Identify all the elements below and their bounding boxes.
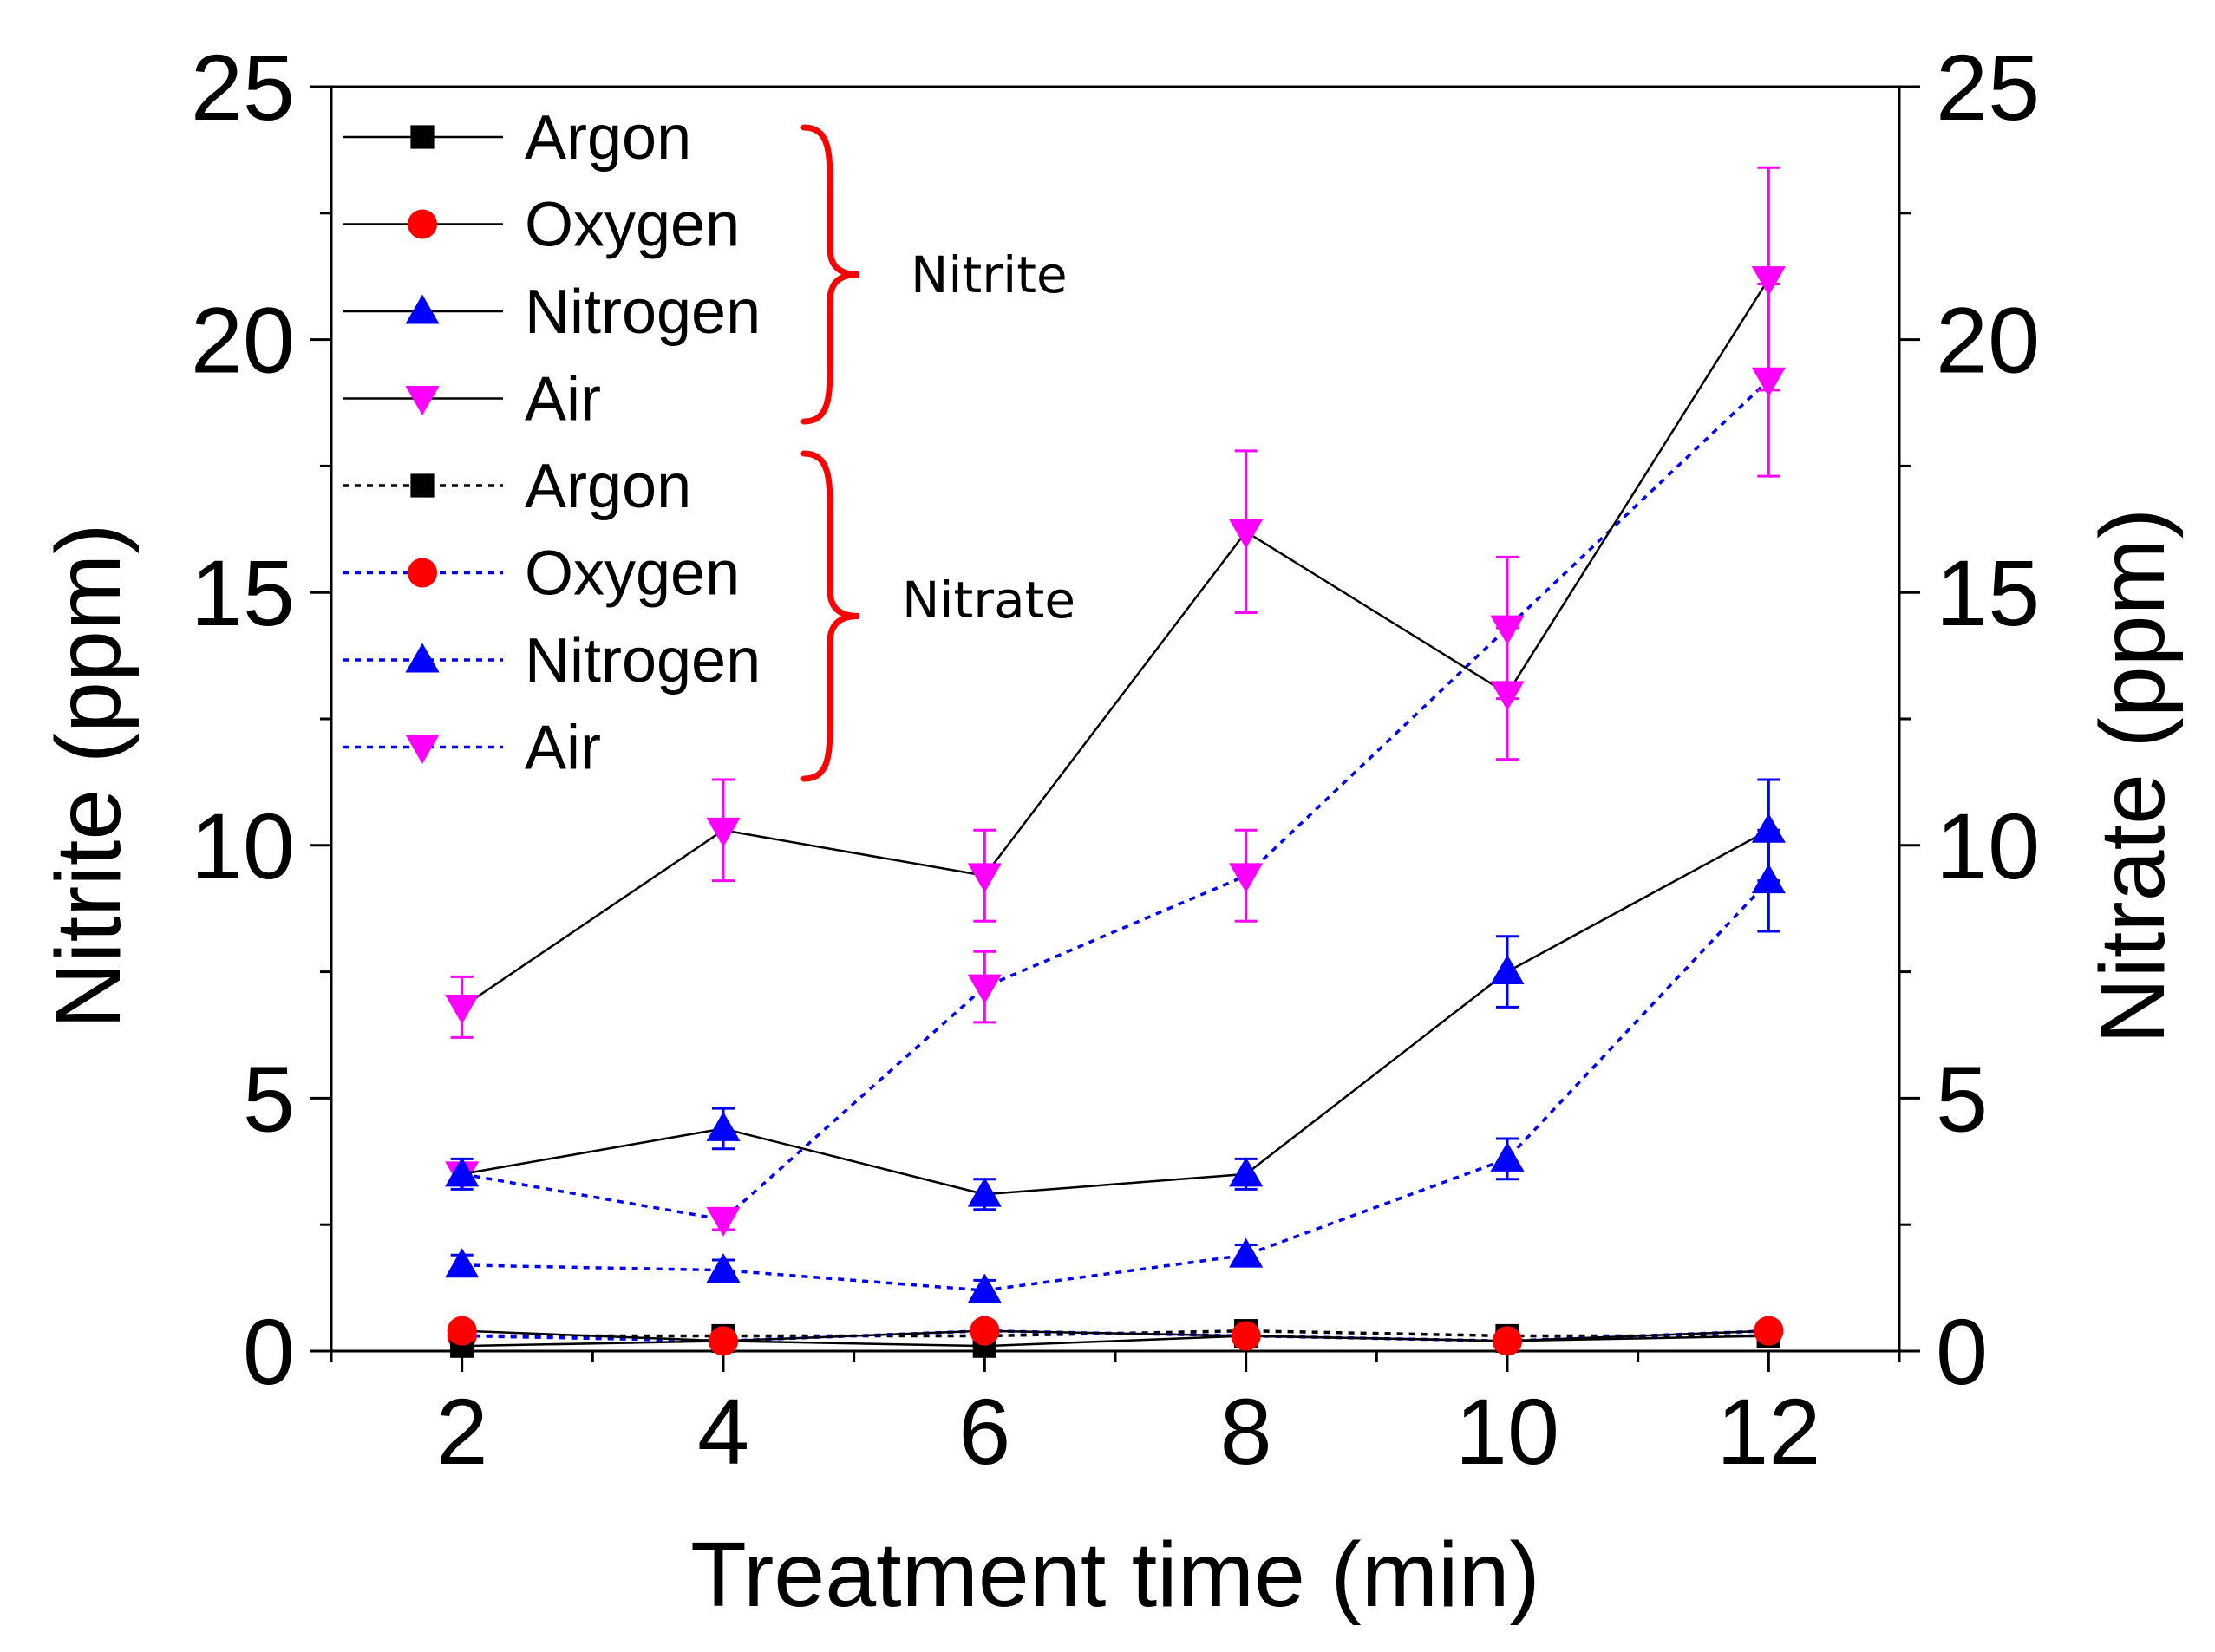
data-point <box>1229 519 1264 549</box>
x-tick-label: 6 <box>958 1379 1010 1484</box>
data-point <box>709 1326 738 1356</box>
series-nitrate-nitrogen <box>445 828 1786 1303</box>
y-right-tick-label: 25 <box>1936 35 2040 140</box>
series-line <box>461 278 1770 1009</box>
legend-marker <box>405 735 440 765</box>
legend-group-label-nitrate: Nitrate <box>902 571 1075 630</box>
legend-brace-nitrite <box>800 124 859 425</box>
legend-marker <box>408 209 437 239</box>
data-point <box>967 1177 1002 1207</box>
legend-label: Oxygen <box>525 191 740 260</box>
data-point <box>1751 266 1786 297</box>
legend-marker <box>405 294 440 324</box>
legend-label: Nitrogen <box>525 278 761 347</box>
legend-marker <box>408 558 437 588</box>
y-axis-title-left: Nitrite (ppm) <box>37 523 140 1028</box>
data-point <box>1229 1237 1264 1268</box>
series-line <box>461 1329 1769 1342</box>
x-tick-label: 8 <box>1220 1379 1272 1484</box>
data-point <box>967 974 1002 1004</box>
data-point <box>706 1111 741 1141</box>
series-nitrate-air <box>445 282 1786 1237</box>
y-right-tick-label: 0 <box>1936 1299 1988 1404</box>
series-line <box>461 378 1770 1222</box>
legend-marker <box>410 473 435 498</box>
data-point <box>967 1273 1002 1303</box>
legend-marker <box>405 386 440 416</box>
legend-label: Nitrogen <box>525 626 761 695</box>
data-point <box>1490 955 1525 985</box>
data-point <box>1493 1326 1522 1356</box>
legend: Argon Oxygen Nitrogen Air Argon Oxygen Nitroge… <box>343 103 859 783</box>
series-layer <box>445 166 1786 1358</box>
legend-marker <box>410 125 435 149</box>
y-left-tick-label: 10 <box>191 793 295 898</box>
data-point <box>1229 863 1264 893</box>
data-point <box>1229 1157 1264 1187</box>
series-line <box>461 829 1769 1196</box>
axis-ticks: 2 4 6 8 10 12 0 0 5 5 10 10 15 15 20 20 25 25 <box>191 35 2040 1484</box>
legend-label: Air <box>525 365 601 434</box>
y-axis-title-right: Nitrate (ppm) <box>2081 508 2184 1044</box>
x-axis-title: Treatment time (min) <box>690 1524 1540 1626</box>
data-point <box>706 1253 741 1283</box>
data-point <box>970 1316 1000 1346</box>
data-point <box>1751 813 1786 843</box>
data-point <box>445 1157 480 1187</box>
x-tick-label: 2 <box>436 1379 488 1484</box>
series-nitrite-oxygen <box>447 1316 1784 1356</box>
legend-label: Argon <box>525 103 691 173</box>
x-tick-label: 4 <box>697 1379 749 1484</box>
y-right-tick-label: 10 <box>1936 793 2040 898</box>
series-line <box>461 879 1770 1292</box>
data-point <box>445 994 480 1024</box>
legend-label: Argon <box>525 452 691 521</box>
y-left-tick-label: 15 <box>191 540 295 645</box>
legend-group-label-nitrite: Nitrite <box>911 245 1068 304</box>
y-left-tick-label: 5 <box>243 1046 295 1151</box>
y-left-tick-label: 0 <box>243 1299 295 1404</box>
legend-label: Air <box>525 714 601 783</box>
legend-brace-nitrate <box>800 450 859 782</box>
series-nitrite-nitrogen <box>445 778 1786 1211</box>
x-tick-label: 12 <box>1716 1379 1820 1484</box>
data-point <box>967 863 1002 893</box>
data-point <box>706 1206 741 1237</box>
legend-label: Oxygen <box>525 539 740 609</box>
data-point <box>447 1316 477 1346</box>
y-right-tick-label: 5 <box>1936 1046 1988 1151</box>
y-right-tick-label: 15 <box>1936 540 2040 645</box>
y-right-tick-label: 20 <box>1936 288 2040 393</box>
data-point <box>1231 1321 1261 1351</box>
y-left-tick-label: 25 <box>191 35 295 140</box>
data-point <box>1490 681 1525 711</box>
data-point <box>1490 1141 1525 1172</box>
data-point <box>1754 1316 1784 1346</box>
legend-marker <box>405 643 440 673</box>
series-nitrite-air <box>445 166 1786 1039</box>
data-point <box>706 817 741 847</box>
x-tick-label: 10 <box>1455 1379 1559 1484</box>
data-point <box>445 1248 480 1278</box>
y-left-tick-label: 20 <box>191 288 295 393</box>
